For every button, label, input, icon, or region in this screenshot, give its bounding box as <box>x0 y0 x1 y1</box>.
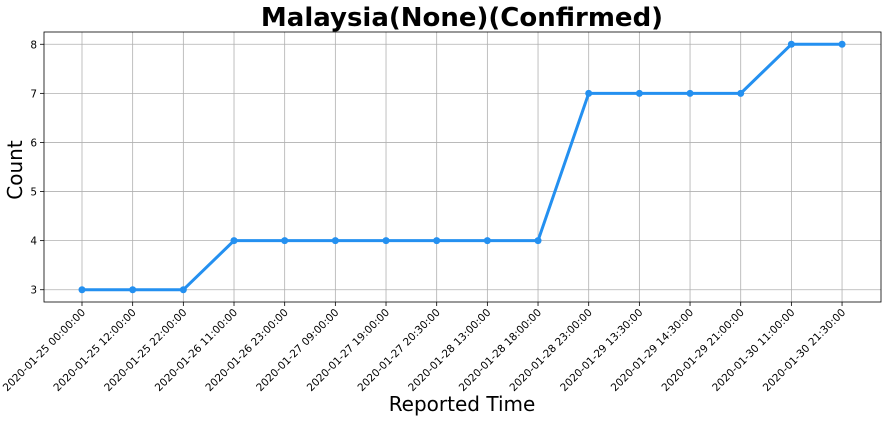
data-points <box>78 40 846 294</box>
x-tick-label: 2020-01-30 11:00:00 <box>710 307 797 394</box>
x-tick-label: 2020-01-26 23:00:00 <box>203 307 290 394</box>
x-tick-label: 2020-01-28 18:00:00 <box>457 307 544 394</box>
data-point <box>737 89 745 97</box>
y-tick-label: 4 <box>30 236 37 248</box>
data-point <box>78 286 86 294</box>
data-point <box>686 89 694 97</box>
data-point <box>635 89 643 97</box>
data-point <box>433 237 441 245</box>
y-tick-label: 6 <box>30 137 37 149</box>
data-point <box>382 237 390 245</box>
y-axis: 3 4 5 6 7 8 <box>30 39 44 297</box>
x-tick-label: 2020-01-28 13:00:00 <box>406 307 493 394</box>
y-axis-label: Count <box>3 140 27 200</box>
grid <box>44 32 881 302</box>
x-tick-label: 2020-01-27 09:00:00 <box>254 307 341 394</box>
plot-frame <box>43 31 882 303</box>
x-tick-label: 2020-01-26 11:00:00 <box>153 307 240 394</box>
x-tick-label: 2020-01-29 21:00:00 <box>659 307 746 394</box>
y-tick-label: 5 <box>30 187 37 199</box>
y-tick-label: 7 <box>30 88 37 100</box>
x-tick-label: 2020-01-29 14:30:00 <box>609 307 696 394</box>
x-tick-label: 2020-01-29 13:30:00 <box>558 307 645 394</box>
data-point <box>787 40 795 48</box>
x-tick-label: 2020-01-30 21:30:00 <box>761 307 848 394</box>
data-point <box>534 237 542 245</box>
data-point <box>585 89 593 97</box>
x-tick-label: 2020-01-27 20:30:00 <box>355 307 442 394</box>
x-tick-label: 2020-01-28 23:00:00 <box>507 307 594 394</box>
x-tick-label: 2020-01-25 22:00:00 <box>102 307 189 394</box>
data-point <box>179 286 187 294</box>
y-tick-label: 3 <box>30 285 37 297</box>
data-point <box>230 237 238 245</box>
data-point <box>281 237 289 245</box>
y-tick-label: 8 <box>30 39 37 51</box>
x-tick-label: 2020-01-27 19:00:00 <box>305 307 392 394</box>
x-axis-label: Reported Time <box>389 392 536 416</box>
data-point <box>331 237 339 245</box>
series-line <box>82 42 843 292</box>
data-point <box>483 237 491 245</box>
data-point <box>129 286 137 294</box>
data-point <box>838 40 846 48</box>
x-tick-label: 2020-01-25 12:00:00 <box>51 307 138 394</box>
x-tick-label: 2020-01-25 00:00:00 <box>1 307 88 394</box>
chart-title: Malaysia(None)(Confirmed) <box>261 3 663 33</box>
